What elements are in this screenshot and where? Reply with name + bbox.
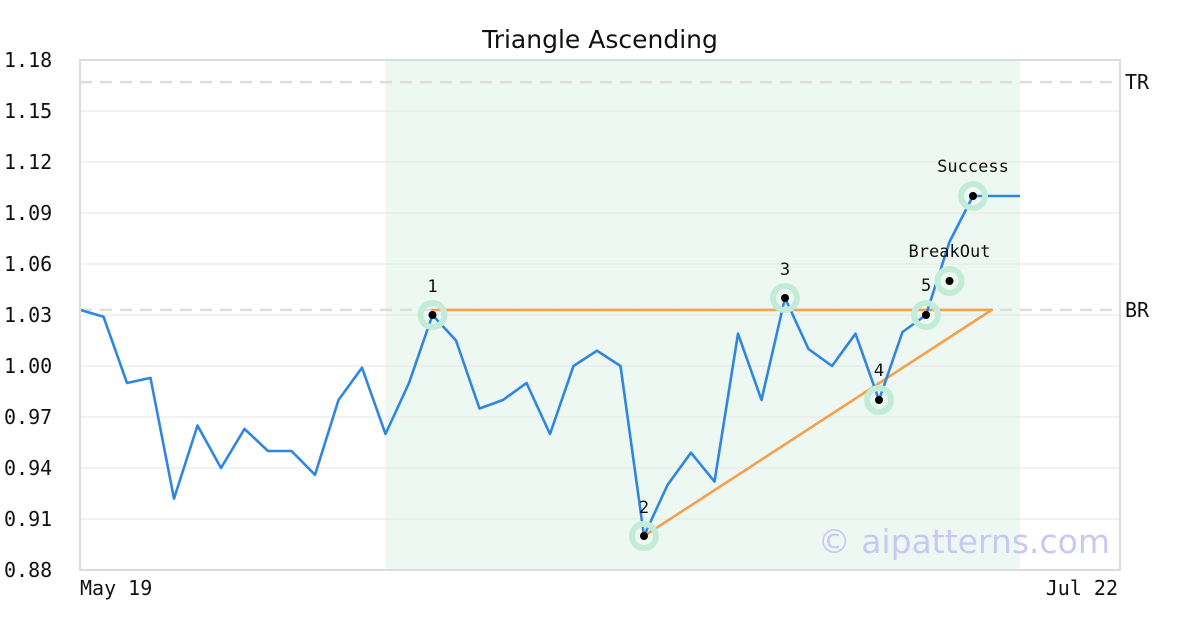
point-label: Success (937, 157, 1009, 177)
point-label: 4 (874, 361, 884, 381)
y-tick-label: 0.91 (4, 507, 52, 531)
point-marker-halo (864, 385, 894, 415)
point-marker-halo (770, 283, 800, 313)
point-label: 1 (427, 277, 437, 297)
point-marker (875, 396, 883, 404)
y-tick-label: 1.09 (4, 201, 52, 225)
y-tick-label: 1.00 (4, 354, 52, 378)
point-label: BreakOut (909, 242, 991, 262)
point-marker-halo (958, 181, 988, 211)
point-marker (428, 311, 437, 319)
y-tick-label: 1.03 (4, 303, 52, 327)
watermark: © aipatterns.com (818, 522, 1110, 561)
reference-line-label: BR (1125, 298, 1150, 322)
y-tick-label: 0.94 (4, 456, 52, 480)
chart-title: Triangle Ascending (481, 25, 718, 54)
point-marker (640, 532, 648, 540)
trendline (642, 308, 994, 538)
trendlines (431, 308, 994, 538)
y-tick-label: 0.88 (4, 558, 52, 582)
pattern-points: 1 2 3 4 5 BreakOut Success (417, 157, 1009, 551)
reference-line-label: TR (1125, 70, 1150, 94)
point-label: 5 (921, 276, 931, 296)
x-tick-label: May 19 (80, 576, 152, 600)
point-marker-halo (934, 266, 965, 296)
y-tick-label: 0.97 (4, 405, 52, 429)
price-line (79, 194, 1020, 538)
point-label: 2 (639, 498, 649, 518)
x-tick-label: Jul 22 (1046, 576, 1118, 600)
point-marker (969, 192, 977, 200)
x-axis-ticks: May 19 Jul 22 (80, 576, 1118, 600)
y-axis-ticks: 1.18 1.15 1.12 1.09 1.06 1.03 1.00 0.97 0.94 0.91… (4, 48, 52, 582)
point-label: 3 (780, 260, 790, 280)
point-marker (781, 294, 789, 302)
y-tick-label: 1.06 (4, 252, 52, 276)
y-tick-label: 1.18 (4, 48, 52, 72)
y-tick-label: 1.12 (4, 150, 52, 174)
point-marker (922, 311, 930, 319)
point-marker-halo (629, 521, 659, 551)
point-marker (945, 277, 954, 285)
point-marker-halo (911, 300, 941, 330)
point-marker-halo (417, 300, 448, 330)
plot-frame (79, 59, 1121, 571)
y-tick-label: 1.15 (4, 99, 52, 123)
